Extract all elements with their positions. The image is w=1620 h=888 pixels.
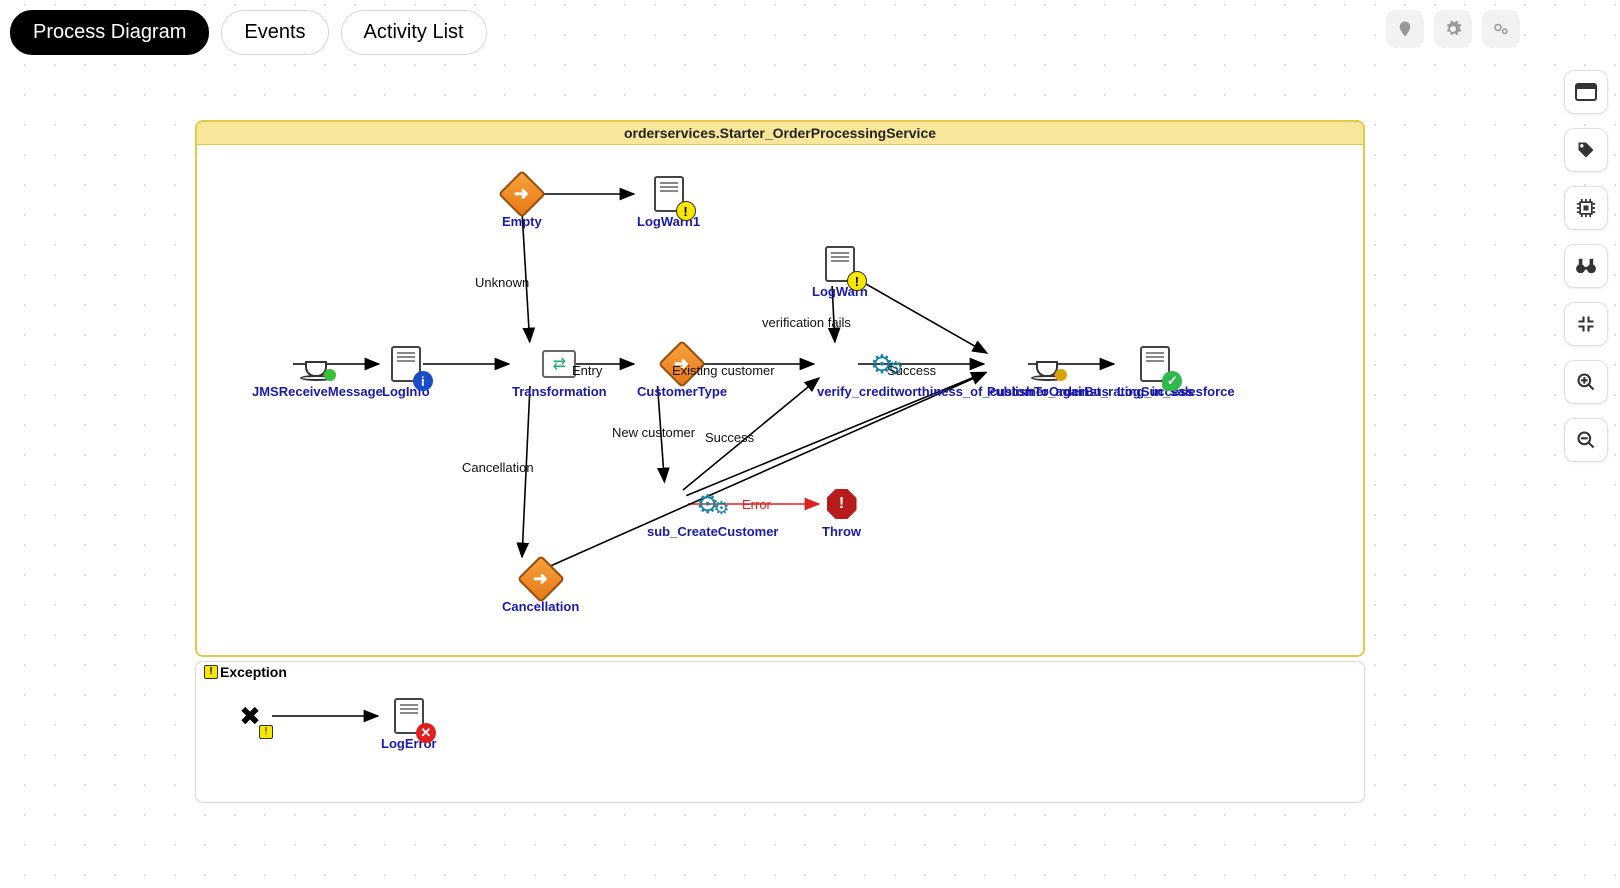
node-label: sub_CreateCustomer [647,525,779,540]
edge-label: Error [742,497,771,512]
exception-canvas[interactable]: ✖! ✕LogError [196,682,1364,802]
tag-icon[interactable] [1564,128,1608,172]
pin-icon[interactable] [1386,10,1424,48]
node-label: Cancellation [502,600,579,615]
side-toolbar [1564,70,1608,462]
zoom-in-icon[interactable] [1564,360,1608,404]
top-icon-bar [1386,10,1520,48]
exception-panel: ! Exception ✖! ✕LogError [195,661,1365,803]
zoom-out-icon[interactable] [1564,418,1608,462]
gears-icon[interactable] [1482,10,1520,48]
binoculars-icon[interactable] [1564,244,1608,288]
node-label: LogSuccess [1117,385,1194,400]
tab-activity-list[interactable]: Activity List [341,10,487,55]
node-loginfo[interactable]: iLogInfo [382,345,430,400]
node-logsuccess[interactable]: ✓LogSuccess [1117,345,1194,400]
node-throw[interactable]: !Throw [822,485,861,540]
node-label: Empty [502,215,542,230]
edge-label: verification fails [762,315,851,330]
edge-label: Existing customer [672,363,775,378]
process-canvas[interactable]: JMSReceiveMessageiLogInfo Transformation ➜… [197,145,1363,655]
node-logwarn[interactable]: !LogWarn [812,245,868,300]
node-label: Transformation [512,385,607,400]
edge-label: Success [887,363,936,378]
node-catch[interactable]: ✖! [231,697,269,735]
node-logwarn1[interactable]: !LogWarn1 [637,175,700,230]
gear-icon[interactable] [1434,10,1472,48]
tab-process-diagram[interactable]: Process Diagram [10,10,209,55]
node-cancel[interactable]: ➜Cancellation [502,560,579,615]
chip-icon[interactable] [1564,186,1608,230]
tab-bar: Process Diagram Events Activity List [10,10,487,55]
main-process-panel: orderservices.Starter_OrderProcessingSer… [195,120,1365,657]
node-subcreate[interactable]: ⚙⚙sub_CreateCustomer [647,485,779,540]
node-label: Throw [822,525,861,540]
window-icon[interactable] [1564,70,1608,114]
node-label: verify_creditworthiness_of_customer_agai… [817,385,957,400]
exception-title: ! Exception [196,662,1364,682]
panel-title: orderservices.Starter_OrderProcessingSer… [197,122,1363,145]
node-label: JMSReceiveMessage [252,385,383,400]
edge-label: New customer [612,425,695,440]
node-label: PublishToOrderBus [987,385,1109,400]
node-label: CustomerType [637,385,727,400]
edge-label: Success [705,430,754,445]
edge-label: Entry [572,363,602,378]
edge-label: Cancellation [462,460,534,475]
node-empty[interactable]: ➜Empty [502,175,542,230]
edge-label: Unknown [475,275,529,290]
compress-icon[interactable] [1564,302,1608,346]
node-publish[interactable]: PublishToOrderBus [987,345,1109,400]
node-jms[interactable]: JMSReceiveMessage [252,345,383,400]
node-logerror[interactable]: ✕LogError [381,697,437,752]
tab-events[interactable]: Events [221,10,328,55]
